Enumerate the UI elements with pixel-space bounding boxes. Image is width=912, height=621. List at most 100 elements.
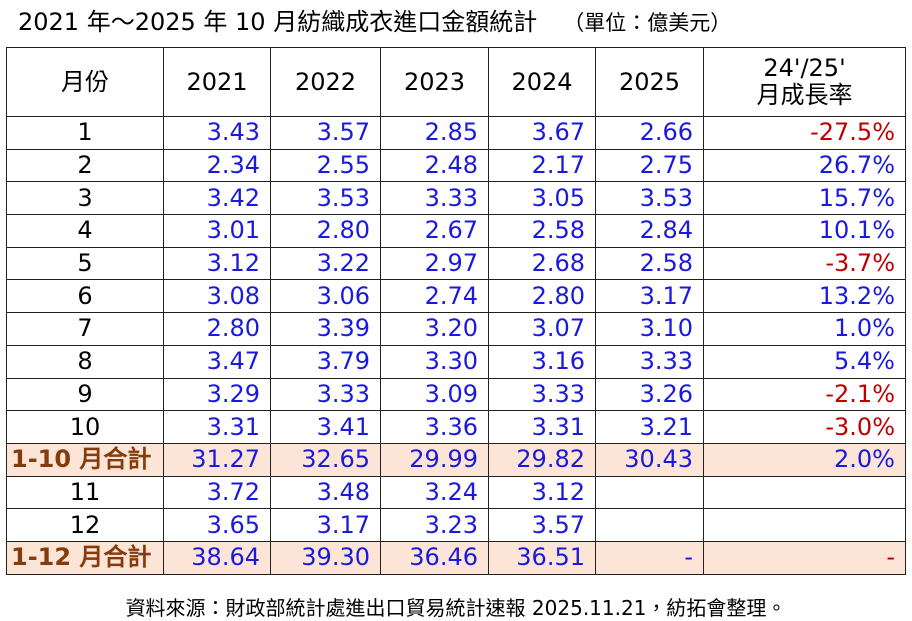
value-cell: 3.07 — [488, 312, 596, 346]
value-cell: 3.67 — [488, 116, 596, 150]
month-row: 1 3.43 3.57 2.85 3.67 2.66 -27.5% — [6, 116, 906, 150]
value-cell: -3.0% — [703, 410, 906, 444]
header-cell: 24'/25' 月成長率 — [703, 47, 906, 117]
row-label: 5 — [6, 246, 164, 281]
month-row: 2 2.34 2.55 2.48 2.17 2.75 26.7% — [6, 148, 906, 183]
value-cell: - — [703, 540, 906, 575]
value-cell: 3.09 — [380, 377, 489, 412]
row-label: 3 — [6, 181, 164, 216]
month-row: 5 3.12 3.22 2.97 2.68 2.58 -3.7% — [6, 246, 906, 281]
value-cell: 2.66 — [595, 116, 704, 150]
value-cell: 2.67 — [380, 214, 489, 248]
row-label: 7 — [6, 312, 164, 346]
value-cell: 2.84 — [595, 214, 704, 248]
header-cell: 2024 — [488, 47, 596, 117]
value-cell: 3.06 — [270, 279, 381, 314]
value-cell: 3.33 — [595, 344, 704, 379]
value-cell: 3.24 — [380, 475, 489, 510]
month-row: 6 3.08 3.06 2.74 2.80 3.17 13.2% — [6, 279, 906, 314]
value-cell: 3.08 — [163, 279, 271, 314]
value-cell: 2.55 — [270, 148, 381, 183]
value-cell: 36.51 — [488, 540, 596, 575]
value-cell: 29.99 — [380, 442, 489, 477]
value-cell: 2.34 — [163, 148, 271, 183]
value-cell: 3.42 — [163, 181, 271, 216]
value-cell: 31.27 — [163, 442, 271, 477]
value-cell: 3.31 — [488, 410, 596, 444]
value-cell: 3.16 — [488, 344, 596, 379]
value-cell: 32.65 — [270, 442, 381, 477]
value-cell: 3.17 — [595, 279, 704, 314]
title: 2021 年～2025 年 10 月紡織成衣進口金額統計 — [18, 8, 538, 36]
value-cell: 3.33 — [270, 377, 381, 412]
empty-cell — [703, 475, 906, 510]
value-cell: 26.7% — [703, 148, 906, 183]
source-note: 資料來源：財政部統計處進出口貿易統計速報 2025.11.21，紡拓會整理。 — [125, 596, 787, 620]
row-label: 1 — [6, 116, 164, 150]
value-cell: 2.80 — [163, 312, 271, 346]
value-cell: 2.0% — [703, 442, 906, 477]
value-cell: 3.79 — [270, 344, 381, 379]
value-cell: 3.36 — [380, 410, 489, 444]
month-row: 4 3.01 2.80 2.67 2.58 2.84 10.1% — [6, 214, 906, 248]
month-row: 8 3.47 3.79 3.30 3.16 3.33 5.4% — [6, 344, 906, 379]
empty-cell — [703, 508, 906, 542]
month-row: 11 3.72 3.48 3.24 3.12 — [6, 475, 906, 510]
row-label: 11 — [6, 475, 164, 510]
value-cell: 3.53 — [595, 181, 704, 216]
value-cell: 3.41 — [270, 410, 381, 444]
value-cell: 3.31 — [163, 410, 271, 444]
month-row: 10 3.31 3.41 3.36 3.31 3.21 -3.0% — [6, 410, 906, 444]
value-cell: 3.53 — [270, 181, 381, 216]
value-cell: 3.47 — [163, 344, 271, 379]
value-cell: 1.0% — [703, 312, 906, 346]
month-row: 9 3.29 3.33 3.09 3.33 3.26 -2.1% — [6, 377, 906, 412]
value-cell: 30.43 — [595, 442, 704, 477]
value-cell: 2.58 — [595, 246, 704, 281]
value-cell: 3.33 — [380, 181, 489, 216]
value-cell: 3.29 — [163, 377, 271, 412]
value-cell: 3.30 — [380, 344, 489, 379]
value-cell: 3.39 — [270, 312, 381, 346]
total-row: 1-10 月合計 31.27 32.65 29.99 29.82 30.43 2.0% — [6, 442, 906, 477]
value-cell: 3.72 — [163, 475, 271, 510]
title-block: 2021 年～2025 年 10 月紡織成衣進口金額統計 （單位：億美元） — [18, 4, 731, 40]
value-cell: 2.80 — [270, 214, 381, 248]
unit-note: （單位：億美元） — [563, 11, 732, 35]
value-cell: 3.21 — [595, 410, 704, 444]
value-cell: 3.23 — [380, 508, 489, 542]
value-cell: 5.4% — [703, 344, 906, 379]
value-cell: 3.05 — [488, 181, 596, 216]
value-cell: - — [595, 540, 704, 575]
value-cell: 2.74 — [380, 279, 489, 314]
value-cell: -27.5% — [703, 116, 906, 150]
header-cell: 2023 — [380, 47, 489, 117]
header-cell: 2021 — [163, 47, 271, 117]
value-cell: 3.26 — [595, 377, 704, 412]
value-cell: 13.2% — [703, 279, 906, 314]
month-row: 12 3.65 3.17 3.23 3.57 — [6, 508, 906, 542]
value-cell: 2.58 — [488, 214, 596, 248]
value-cell: 2.48 — [380, 148, 489, 183]
table-body: 1 3.43 3.57 2.85 3.67 2.66 -27.5% 2 2.34 2.55 2.48… — [6, 116, 906, 575]
value-cell: 3.22 — [270, 246, 381, 281]
import-table: 月份 2021 2022 2023 2024 2025 24'/25' 月成長率 1 3.43 3… — [6, 47, 906, 575]
total-row: 1-12 月合計 38.64 39.30 36.46 36.51- - — [6, 540, 906, 575]
value-cell: 3.57 — [488, 508, 596, 542]
value-cell: 29.82 — [488, 442, 596, 477]
value-cell: 3.17 — [270, 508, 381, 542]
value-cell: 15.7% — [703, 181, 906, 216]
value-cell: 2.85 — [380, 116, 489, 150]
header-cell: 月份 — [6, 47, 164, 117]
row-label: 1-12 月合計 — [6, 540, 164, 575]
value-cell: 3.20 — [380, 312, 489, 346]
value-cell: -3.7% — [703, 246, 906, 281]
value-cell: 3.10 — [595, 312, 704, 346]
value-cell: 3.12 — [163, 246, 271, 281]
row-label: 6 — [6, 279, 164, 314]
value-cell: 2.17 — [488, 148, 596, 183]
value-cell: 36.46 — [380, 540, 489, 575]
value-cell: 3.01 — [163, 214, 271, 248]
value-cell: 39.30 — [270, 540, 381, 575]
